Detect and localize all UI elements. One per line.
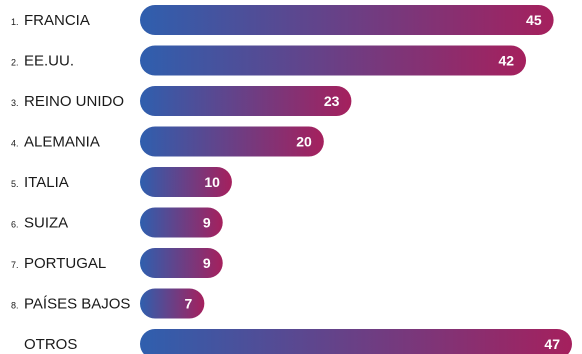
bar-row: 1. FRANCIA 45 (11, 5, 554, 35)
bar-value-label: 42 (498, 53, 514, 69)
row-rank: 2. (11, 58, 19, 68)
bar (140, 288, 205, 319)
bar-row: 7. PORTUGAL 9 (11, 248, 223, 278)
category-label: EE.UU. (24, 53, 74, 70)
bar (140, 86, 352, 116)
bar (140, 207, 223, 238)
category-label: ITALIA (24, 174, 69, 191)
bar-row: 5. ITALIA 10 (11, 167, 232, 197)
row-rank: 1. (11, 17, 19, 27)
category-label: REINO UNIDO (24, 93, 124, 110)
bar-value-label: 23 (324, 93, 340, 109)
bar-value-label: 47 (544, 336, 560, 352)
category-label: ALEMANIA (24, 134, 100, 151)
bar (140, 248, 223, 278)
bar-value-label: 20 (296, 134, 312, 150)
bar-row: 3. REINO UNIDO 23 (11, 86, 352, 116)
row-rank: 6. (11, 220, 19, 230)
bar-value-label: 9 (203, 215, 211, 231)
bar-row: 8. PAÍSES BAJOS 7 (11, 288, 205, 319)
bar (140, 5, 554, 35)
bar (140, 167, 232, 197)
bar-value-label: 7 (185, 296, 193, 312)
bar-row: 6. SUIZA 9 (11, 207, 223, 238)
bar (140, 126, 324, 157)
bar-value-label: 9 (203, 255, 211, 271)
category-label: SUIZA (24, 215, 68, 232)
bar-row: 4. ALEMANIA 20 (11, 126, 324, 157)
bar-row: 2. EE.UU. 42 (11, 45, 527, 76)
row-rank: 4. (11, 139, 19, 149)
bar-value-label: 10 (204, 174, 220, 190)
category-label: FRANCIA (24, 12, 90, 29)
category-label: PORTUGAL (24, 255, 106, 272)
bar-row: OTROS 47 (24, 329, 572, 354)
category-label: PAÍSES BAJOS (24, 296, 130, 313)
category-label: OTROS (24, 336, 77, 353)
bar (140, 329, 572, 354)
bar-rows: 1. FRANCIA 45 2. EE.UU. 42 3. REINO UNIDO 23 4. AL… (11, 5, 572, 354)
row-rank: 5. (11, 179, 19, 189)
bar (140, 45, 527, 76)
bar-value-label: 45 (526, 12, 542, 28)
row-rank: 8. (11, 301, 19, 311)
row-rank: 7. (11, 260, 19, 270)
row-rank: 3. (11, 98, 19, 108)
